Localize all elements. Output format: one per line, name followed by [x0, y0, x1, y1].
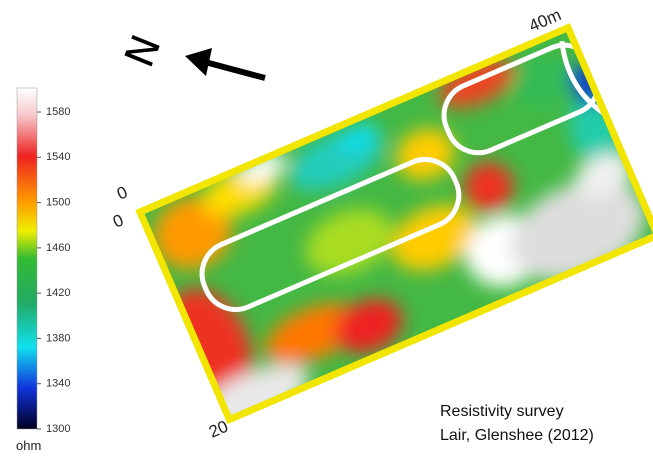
colorbar-tick-label: 1500 [46, 196, 70, 208]
grid-label: 0 [114, 182, 130, 203]
colorbar-tick-label: 1580 [46, 106, 70, 118]
colorbar-tick-label: 1380 [46, 332, 70, 344]
survey-grid [110, 20, 653, 445]
caption-location: Lair, Glenshee (2012) [440, 427, 594, 444]
north-label: N [117, 29, 171, 74]
grid-label: 0 [110, 210, 126, 231]
colorbar-tick-label: 1540 [46, 151, 70, 163]
colorbar [17, 88, 37, 429]
colorbar-ticks: 1580 1540 1500 1460 1420 1380 1340 1300 [37, 106, 70, 435]
colorbar-tick-label: 1420 [46, 287, 70, 299]
north-arrowhead [185, 48, 212, 76]
survey-map: 1580 1540 1500 1460 1420 1380 1340 1300 ohm N [0, 0, 653, 461]
colorbar-tick-label: 1340 [46, 378, 70, 390]
caption-title: Resistivity survey [440, 403, 564, 420]
resistivity-patches [110, 20, 653, 445]
colorbar-unit: ohm [16, 438, 41, 453]
north-arrow [205, 62, 265, 78]
colorbar-tick-label: 1300 [46, 423, 70, 435]
colorbar-tick-label: 1460 [46, 242, 70, 254]
